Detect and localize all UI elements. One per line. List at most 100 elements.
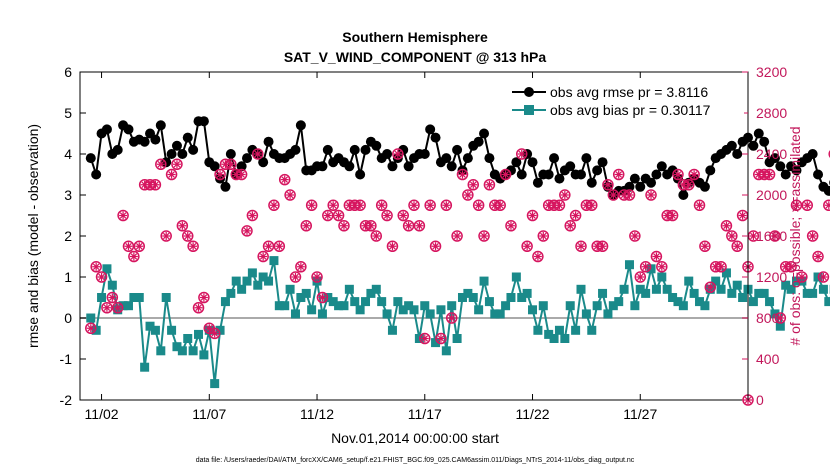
chart-subtitle: SAT_V_WIND_COMPONENT @ 313 hPa (284, 49, 547, 65)
obs-count-point (155, 158, 167, 170)
obs-marker-cross (189, 242, 197, 250)
obs-count-point (688, 168, 700, 181)
obs-count-point (435, 332, 447, 345)
obs-marker-ring (564, 220, 576, 232)
obs-marker-ring (462, 189, 474, 201)
bias-point (377, 297, 387, 307)
obs-marker-ring (559, 189, 571, 201)
obs-marker-ring (208, 327, 221, 340)
bias-point (549, 334, 559, 343)
obs-marker-ring (623, 189, 636, 201)
rmse-point (581, 153, 592, 164)
bias-point (194, 329, 204, 339)
obs-marker-cross (87, 324, 95, 332)
bias-point (172, 342, 182, 352)
obs-marker-ring (284, 189, 296, 201)
bias-point (334, 301, 344, 311)
obs-count-point (354, 199, 366, 211)
rmse-point (753, 128, 764, 139)
obs-marker-ring (322, 209, 334, 222)
obs-marker-cross (637, 273, 644, 281)
obs-marker-ring (699, 240, 711, 252)
obs-count-point (774, 312, 787, 324)
y-right-tick-label: 3200 (756, 64, 787, 80)
obs-count-point (828, 150, 830, 158)
obs-marker-ring (187, 240, 199, 252)
bias-point (689, 288, 699, 298)
rmse-point (549, 153, 560, 164)
obs-marker-ring (305, 199, 318, 211)
bias-point (587, 325, 597, 335)
obs-marker-ring (499, 168, 512, 181)
obs-marker-ring (634, 271, 647, 283)
obs-count-point (747, 230, 760, 242)
bias-point (156, 346, 166, 356)
bias-point (226, 288, 236, 298)
bias-point (274, 301, 284, 311)
bias-point (420, 301, 430, 311)
obs-marker-ring (602, 179, 614, 191)
rmse-point (505, 165, 516, 176)
rmse-point (527, 157, 538, 168)
obs-marker-cross (206, 324, 213, 332)
rmse-point (209, 161, 220, 172)
y-left-tick-label: 5 (64, 105, 72, 121)
obs-count-point (607, 189, 620, 201)
obs-marker-ring (483, 179, 496, 191)
bias-point (441, 346, 451, 356)
x-tick-label: 11/27 (623, 406, 657, 422)
obs-marker-ring (817, 271, 830, 283)
y-axis-right-label: # of obs: o=possible; ×=assimilated (787, 126, 803, 345)
obs-marker-ring (181, 230, 194, 242)
obs-count-point (467, 179, 480, 191)
obs-marker-ring (95, 271, 108, 283)
rmse-point (759, 136, 770, 147)
obs-marker-cross (825, 203, 830, 209)
obs-count-point (612, 168, 625, 181)
obs-count-point (499, 168, 512, 181)
obs-count-point (586, 199, 598, 211)
obs-marker-cross (599, 242, 606, 250)
bias-point (576, 284, 586, 294)
y-axis-left-label: rmse and bias (model - observation) (25, 124, 41, 348)
obs-marker-ring (639, 261, 652, 273)
bias-point (765, 297, 775, 307)
obs-marker-ring (246, 209, 259, 222)
obs-count-series (85, 107, 830, 406)
bias-point (317, 309, 327, 319)
bias-point (565, 301, 575, 311)
bias-point (506, 293, 516, 302)
rmse-point (349, 144, 360, 155)
obs-marker-cross (367, 222, 375, 230)
obs-marker-ring (726, 230, 738, 242)
bias-point (312, 276, 322, 286)
rmse-point (667, 165, 678, 176)
rmse-point (791, 165, 802, 176)
bias-point (177, 346, 187, 356)
obs-marker-cross (114, 304, 121, 312)
bias-point (301, 288, 311, 298)
rmse-point (430, 132, 441, 143)
obs-marker-cross (577, 242, 585, 250)
rmse-point (425, 124, 436, 135)
bias-point (657, 272, 667, 282)
obs-marker-cross (238, 171, 245, 178)
obs-marker-cross (276, 242, 283, 250)
obs-marker-cross (162, 232, 170, 240)
bias-point (97, 293, 107, 302)
obs-count-point (478, 230, 490, 242)
obs-marker-cross (540, 232, 547, 240)
obs-count-point (149, 179, 162, 191)
bias-point (651, 284, 661, 294)
bias-point (501, 301, 511, 311)
obs-count-point (521, 240, 533, 252)
bias-point (199, 350, 209, 360)
obs-count-point (133, 240, 146, 252)
obs-marker-ring (467, 179, 480, 191)
rmse-point (182, 132, 193, 143)
obs-count-point (397, 209, 409, 222)
x-tick-label: 11/22 (516, 406, 550, 422)
bias-point (759, 288, 769, 298)
obs-marker-ring (327, 199, 339, 211)
obs-count-point (693, 199, 706, 211)
